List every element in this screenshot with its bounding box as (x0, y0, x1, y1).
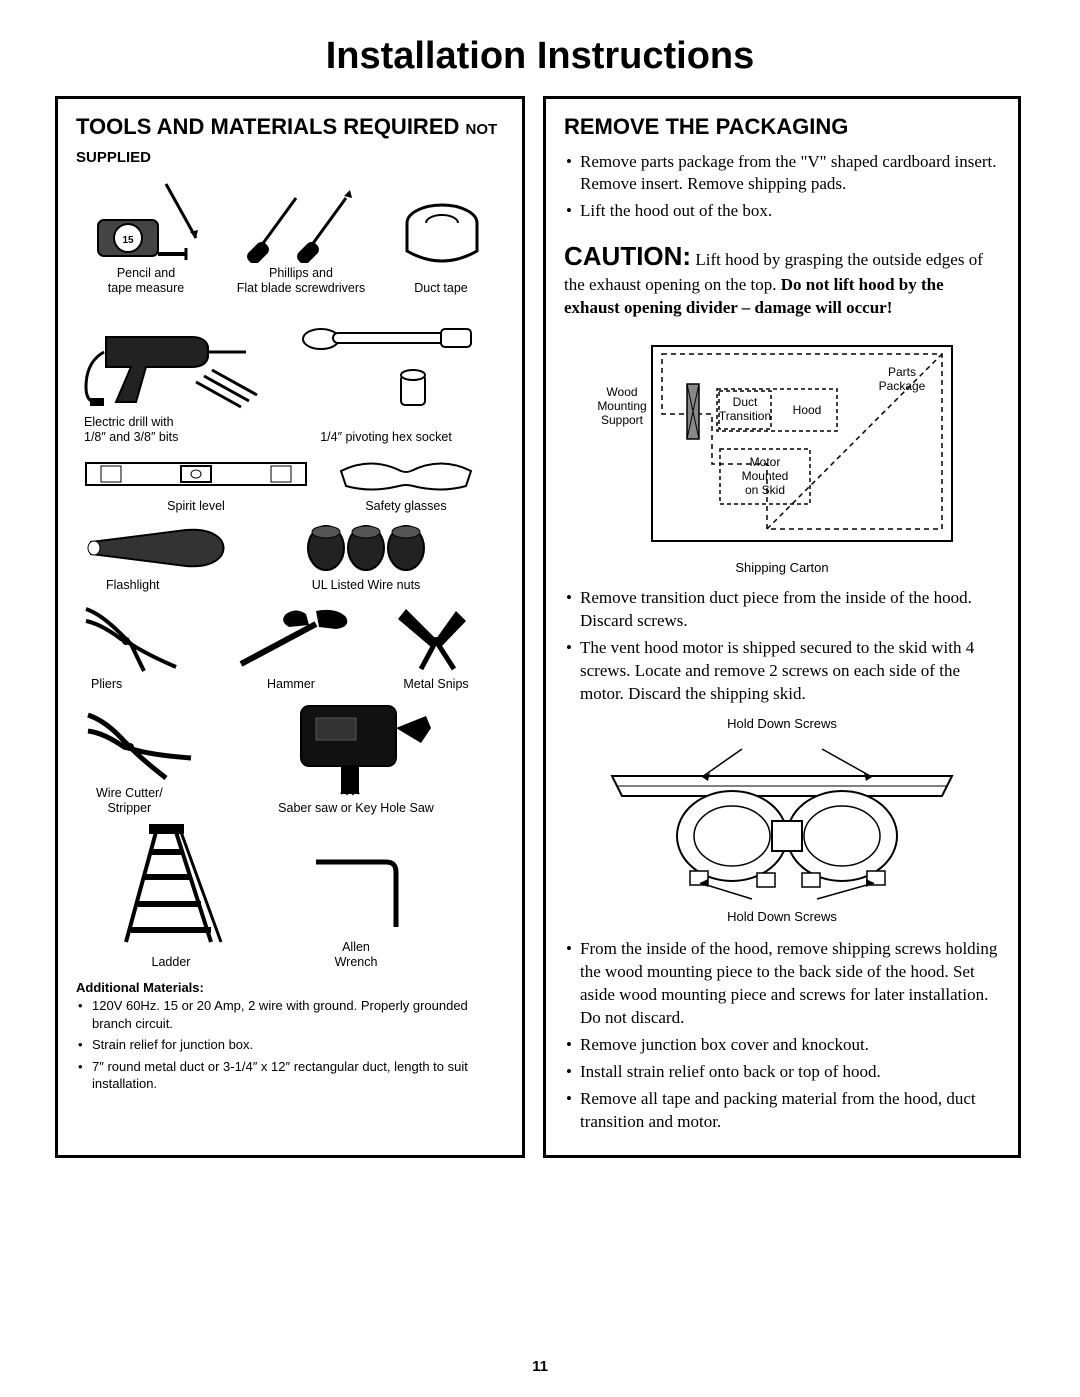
drill-icon (76, 302, 266, 412)
tool-saw: Saber saw or Key Hole Saw (236, 698, 476, 816)
tool-label: Hammer (267, 677, 315, 692)
tool-label: Saber saw or Key Hole Saw (278, 801, 434, 816)
hold-down-top-label: Hold Down Screws (564, 716, 1000, 731)
tool-label: Electric drill with1/8″ and 3/8″ bits (84, 415, 178, 445)
motor-diagram (602, 741, 962, 901)
pliers-icon (76, 599, 196, 674)
flashlight-icon (76, 520, 236, 575)
additional-materials-list: 120V 60Hz. 15 or 20 Amp, 2 wire with gro… (76, 997, 504, 1093)
tools-heading-main: TOOLS AND MATERIALS REQUIRED (76, 114, 459, 139)
tool-hex-socket: 1/4″ pivoting hex socket (286, 317, 486, 445)
content-columns: TOOLS AND MATERIALS REQUIRED NOT SUPPLIE… (55, 96, 1025, 1158)
tool-label: UL Listed Wire nuts (312, 578, 421, 593)
tool-label: Ladder (152, 955, 191, 970)
tool-pliers: Pliers (76, 599, 206, 692)
hammer-icon (221, 599, 361, 674)
allen-wrench-icon (296, 847, 416, 937)
ladder-icon (101, 822, 241, 952)
tool-label: Phillips andFlat blade screwdrivers (237, 266, 366, 296)
tool-label: Spirit level (167, 499, 225, 514)
tool-label: Safety glasses (365, 499, 446, 514)
page-title: Installation Instructions (55, 35, 1025, 78)
tool-label: Wire Cutter/Stripper (96, 786, 163, 816)
list-item: The vent hood motor is shipped secured t… (564, 637, 1000, 706)
tools-column: TOOLS AND MATERIALS REQUIRED NOT SUPPLIE… (55, 96, 525, 1158)
caution-label: CAUTION: (564, 241, 691, 271)
tool-wirenuts: UL Listed Wire nuts (266, 520, 466, 593)
tool-pencil-tape: 15 Pencil andtape measure (76, 178, 216, 296)
saw-icon (271, 698, 441, 798)
packaging-heading: REMOVE THE PACKAGING (564, 113, 1000, 141)
svg-text:Hood: Hood (793, 403, 822, 417)
svg-text:Mounting: Mounting (597, 399, 646, 413)
tool-level: Spirit level (76, 451, 316, 514)
parts-label: Parts (888, 365, 916, 379)
caution-paragraph: CAUTION: Lift hood by grasping the outsi… (564, 239, 1000, 320)
svg-text:15: 15 (122, 235, 134, 246)
tools-heading: TOOLS AND MATERIALS REQUIRED NOT SUPPLIE… (76, 113, 504, 168)
tool-glasses: Safety glasses (326, 451, 486, 514)
tool-hammer: Hammer (216, 599, 366, 692)
tape-measure-icon: 15 (86, 178, 206, 263)
svg-text:Mounted: Mounted (742, 469, 789, 483)
end-list: From the inside of the hood, remove ship… (564, 938, 1000, 1134)
tool-ladder: Ladder (76, 822, 266, 970)
list-item: From the inside of the hood, remove ship… (564, 938, 1000, 1030)
tool-label: Pliers (91, 677, 122, 692)
shipping-carton-diagram: Parts Package Wood Mounting Support Duct… (592, 334, 972, 554)
list-item: Strain relief for junction box. (76, 1036, 504, 1054)
wire-cutter-icon (76, 703, 216, 783)
list-item: Remove transition duct piece from the in… (564, 587, 1000, 633)
level-icon (81, 451, 311, 496)
page-number: 11 (0, 1358, 1080, 1375)
tool-allen: AllenWrench (276, 847, 436, 970)
intro-list: Remove parts package from the "V" shaped… (564, 151, 1000, 224)
packaging-column: REMOVE THE PACKAGING Remove parts packag… (543, 96, 1021, 1158)
tool-label: Metal Snips (403, 677, 468, 692)
glasses-icon (331, 451, 481, 496)
svg-text:Transition: Transition (719, 409, 771, 423)
tool-duct-tape: Duct tape (386, 193, 496, 296)
list-item: Remove parts package from the "V" shaped… (564, 151, 1000, 197)
snips-icon (386, 599, 486, 674)
list-item: Lift the hood out of the box. (564, 200, 1000, 223)
tool-snips: Metal Snips (376, 599, 496, 692)
additional-materials-heading: Additional Materials: (76, 980, 504, 995)
list-item: Remove all tape and packing material fro… (564, 1088, 1000, 1134)
wirenuts-icon (296, 520, 436, 575)
list-item: 120V 60Hz. 15 or 20 Amp, 2 wire with gro… (76, 997, 504, 1032)
tools-grid: 15 Pencil andtape measure (76, 178, 504, 970)
tool-label: Duct tape (414, 281, 468, 296)
duct-tape-icon (394, 193, 489, 278)
shipping-carton-caption: Shipping Carton (564, 560, 1000, 575)
hold-down-bottom-label: Hold Down Screws (564, 909, 1000, 924)
hex-socket-icon (291, 317, 481, 427)
svg-text:on Skid: on Skid (745, 483, 785, 497)
tool-flashlight: Flashlight (76, 520, 256, 593)
tool-label: Flashlight (106, 578, 160, 593)
list-item: Install strain relief onto back or top o… (564, 1061, 1000, 1084)
tool-label: Pencil andtape measure (108, 266, 184, 296)
list-item: 7″ round metal duct or 3-1/4″ x 12″ rect… (76, 1058, 504, 1093)
tool-label: 1/4″ pivoting hex socket (320, 430, 452, 445)
svg-text:Wood: Wood (606, 385, 637, 399)
mid-list: Remove transition duct piece from the in… (564, 587, 1000, 706)
tool-drill: Electric drill with1/8″ and 3/8″ bits (76, 302, 276, 445)
screwdrivers-icon (236, 178, 366, 263)
tool-screwdrivers: Phillips andFlat blade screwdrivers (226, 178, 376, 296)
svg-text:Package: Package (879, 379, 926, 393)
svg-text:Support: Support (601, 413, 644, 427)
tool-label: AllenWrench (335, 940, 378, 970)
list-item: Remove junction box cover and knockout. (564, 1034, 1000, 1057)
svg-text:Motor: Motor (750, 455, 781, 469)
svg-text:Duct: Duct (733, 395, 758, 409)
tool-cutter: Wire Cutter/Stripper (76, 703, 226, 816)
